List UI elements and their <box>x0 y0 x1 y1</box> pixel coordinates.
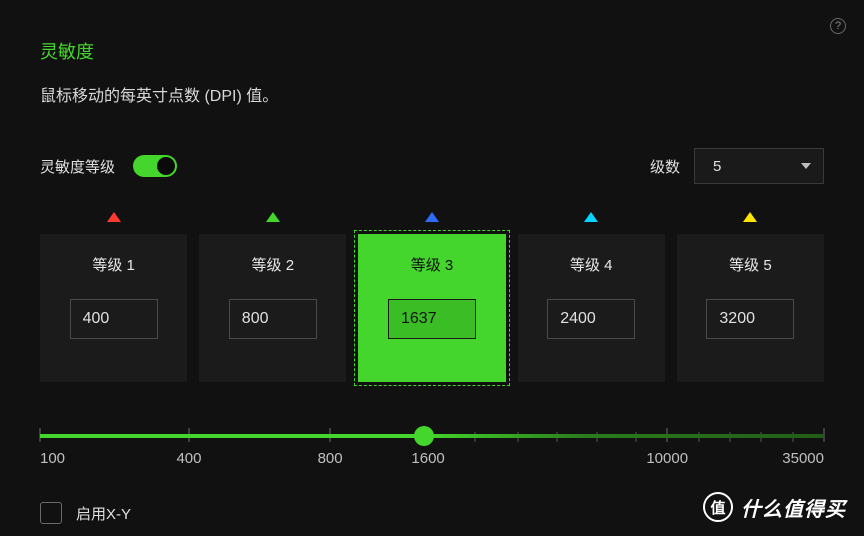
slider-track-filled <box>40 434 424 438</box>
stage-column: 等级 1 400 <box>40 212 187 382</box>
stage-dpi-input[interactable]: 2400 <box>547 299 635 339</box>
slider-tick-label: 800 <box>318 450 343 467</box>
stage-label: 等级 1 <box>92 254 135 275</box>
stage-dpi-input[interactable]: 3200 <box>706 299 794 339</box>
watermark-icon: 值 <box>703 492 733 522</box>
enable-xy-checkbox[interactable] <box>40 502 62 524</box>
stage-dpi-input[interactable]: 1637 <box>388 299 476 339</box>
toggle-knob <box>157 157 175 175</box>
panel-description: 鼠标移动的每英寸点数 (DPI) 值。 <box>40 82 824 106</box>
stage-marker-icon <box>107 212 121 222</box>
slider-thumb[interactable] <box>414 426 434 446</box>
stage-column: 等级 2 800 <box>199 212 346 382</box>
stage-marker-icon <box>743 212 757 222</box>
stage-label: 等级 2 <box>252 254 295 275</box>
help-icon[interactable]: ? <box>830 18 846 34</box>
watermark: 值 什么值得买 <box>703 492 846 522</box>
stage-count-label: 级数 <box>650 156 680 177</box>
stage-column: 等级 4 2400 <box>518 212 665 382</box>
stage-card-1[interactable]: 等级 1 400 <box>40 234 187 382</box>
stage-marker-icon <box>584 212 598 222</box>
slider-tick-label: 10000 <box>646 450 688 467</box>
toggle-row: 灵敏度等级 级数 5 <box>40 148 824 184</box>
sensitivity-panel: 灵敏度 鼠标移动的每英寸点数 (DPI) 值。 灵敏度等级 级数 5 等级 1 4… <box>0 0 864 524</box>
stage-card-5[interactable]: 等级 5 3200 <box>677 234 824 382</box>
panel-title: 灵敏度 <box>40 38 824 64</box>
slider-tick-label: 1600 <box>411 450 444 467</box>
stage-marker-icon <box>266 212 280 222</box>
stage-column: 等级 3 1637 <box>358 212 505 382</box>
stages-container: 等级 1 400 等级 2 800 等级 3 1637 等级 4 2400 等级 5 3200 <box>40 212 824 382</box>
stage-card-4[interactable]: 等级 4 2400 <box>518 234 665 382</box>
toggle-label: 灵敏度等级 <box>40 156 115 177</box>
enable-xy-label: 启用X-Y <box>76 503 131 524</box>
chevron-down-icon <box>801 163 811 169</box>
slider-tick-label: 100 <box>40 450 65 467</box>
slider-tick-label: 35000 <box>782 450 824 467</box>
stage-dpi-input[interactable]: 400 <box>70 299 158 339</box>
stage-marker-icon <box>425 212 439 222</box>
stage-count-value: 5 <box>713 158 721 175</box>
slider-tick-labels: 100 400 800 1600 10000 35000 <box>40 450 824 474</box>
watermark-text: 什么值得买 <box>741 493 846 522</box>
sensitivity-stages-toggle[interactable] <box>133 155 177 177</box>
stage-card-2[interactable]: 等级 2 800 <box>199 234 346 382</box>
stage-dpi-input[interactable]: 800 <box>229 299 317 339</box>
slider-track-rest <box>424 434 824 438</box>
stage-label: 等级 3 <box>411 254 454 275</box>
stage-count-select[interactable]: 5 <box>694 148 824 184</box>
stage-card-3[interactable]: 等级 3 1637 <box>358 234 505 382</box>
dpi-slider[interactable]: 100 400 800 1600 10000 35000 <box>40 422 824 492</box>
stage-column: 等级 5 3200 <box>677 212 824 382</box>
stage-label: 等级 5 <box>729 254 772 275</box>
stage-label: 等级 4 <box>570 254 613 275</box>
slider-tick-label: 400 <box>176 450 201 467</box>
